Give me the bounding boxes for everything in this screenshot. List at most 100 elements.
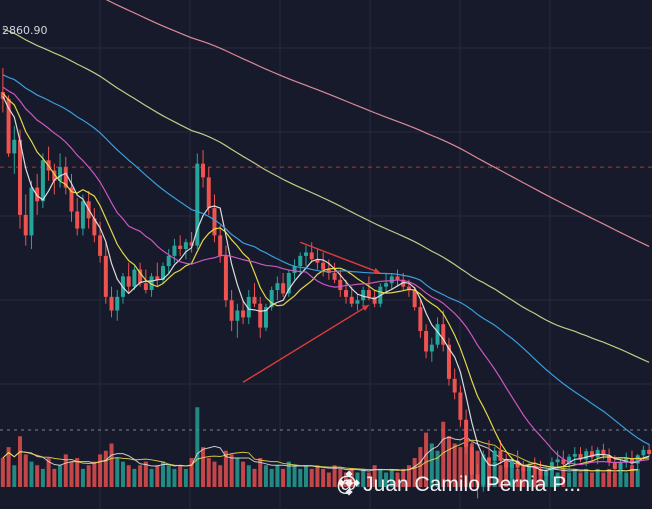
candle-body	[241, 310, 246, 318]
volume-bar	[63, 454, 68, 487]
candle-body	[160, 266, 166, 280]
candle-body	[195, 163, 200, 246]
volume-bar	[418, 447, 423, 487]
candle-body	[35, 187, 40, 202]
candle-body	[286, 272, 291, 294]
candle-body	[395, 276, 400, 280]
volume-bar	[286, 461, 291, 487]
volume-bar	[241, 461, 246, 487]
candle-body	[12, 139, 17, 154]
candle-body	[372, 296, 377, 304]
moving-average-line-10	[2, 92, 650, 468]
volume-bar	[212, 461, 217, 487]
candle-body	[572, 453, 577, 457]
volume-bar	[635, 468, 640, 487]
candle-body	[212, 208, 217, 236]
candle-body	[584, 451, 589, 460]
volume-bar	[326, 472, 331, 487]
volume-bar	[98, 454, 103, 487]
volume-bar	[18, 436, 23, 487]
candle-body	[332, 272, 337, 280]
volume-bar	[252, 468, 257, 487]
candle-body	[532, 466, 537, 469]
volume-bar	[549, 468, 554, 487]
volume-bar	[40, 468, 45, 487]
volume-bar	[532, 465, 537, 487]
volume-bar	[229, 454, 234, 487]
binance-logo-icon	[337, 470, 361, 496]
volume-bar	[595, 468, 600, 487]
candle-body	[469, 447, 474, 475]
candle-body	[149, 276, 154, 291]
volume-bar	[246, 465, 251, 487]
candle-body	[509, 460, 514, 468]
volume-bar	[589, 472, 594, 487]
volume-bar	[275, 465, 280, 487]
candle-body	[612, 462, 617, 469]
candle-body	[218, 235, 223, 256]
candle-body	[624, 458, 629, 463]
moving-average-line-80	[2, 28, 650, 363]
candle-body	[544, 471, 549, 476]
candle-body	[263, 307, 268, 328]
volume-bar	[235, 458, 240, 487]
candle-body	[595, 449, 600, 458]
volume-bar	[515, 468, 520, 487]
volume-bar	[424, 432, 429, 487]
volume-bar	[46, 458, 51, 487]
candle-body	[418, 307, 423, 332]
candle-body	[424, 331, 429, 352]
volume-bar	[378, 468, 383, 487]
volume-bar	[498, 465, 503, 487]
volume-bar	[412, 458, 417, 487]
candle-body	[567, 456, 572, 465]
volume-bar	[29, 461, 34, 487]
volume-ma-line	[2, 439, 638, 472]
volume-bar	[618, 468, 623, 487]
volume-bar	[80, 468, 85, 487]
volume-bar	[401, 468, 406, 487]
volume-bar	[464, 436, 469, 487]
volume-bar	[75, 458, 80, 487]
volume-bar	[361, 468, 366, 487]
volume-bar	[183, 468, 188, 487]
volume-bar	[607, 468, 612, 487]
candle-body	[138, 269, 143, 284]
candle-body	[75, 211, 80, 229]
candle-body	[344, 290, 349, 297]
candle-body	[126, 276, 131, 287]
volume-bar	[429, 443, 434, 487]
candle-body	[6, 98, 11, 154]
volume-bar	[115, 458, 120, 487]
candle-body	[115, 296, 120, 311]
candle-body	[561, 459, 566, 465]
candle-body	[412, 290, 417, 308]
candle-body	[498, 450, 503, 461]
candle-body	[292, 266, 297, 273]
volume-bar	[0, 458, 5, 487]
candle-body	[18, 139, 23, 215]
volume-bar	[178, 465, 183, 487]
price-label: 2860.90	[2, 24, 48, 37]
candle-body	[464, 419, 469, 448]
candle-body	[201, 163, 206, 178]
candle-body	[303, 252, 308, 256]
candle-body	[298, 255, 303, 267]
volume-bar	[572, 468, 577, 487]
candle-body	[155, 276, 160, 280]
volume-bar	[612, 472, 617, 487]
candle-body	[618, 462, 623, 469]
candle-body	[80, 201, 85, 229]
candle-body	[521, 467, 526, 472]
candle-body	[549, 462, 554, 472]
volume-bar	[601, 472, 606, 487]
volume-bar	[92, 461, 97, 487]
candle-body	[98, 235, 103, 256]
volume-bar	[629, 465, 634, 487]
volume-bar	[624, 472, 629, 487]
volume-bar	[578, 472, 583, 487]
triangle-lower-trendline	[242, 304, 370, 383]
triangle-upper-trendline	[300, 241, 381, 274]
candle-body	[435, 324, 440, 345]
volume-bar	[52, 468, 57, 487]
